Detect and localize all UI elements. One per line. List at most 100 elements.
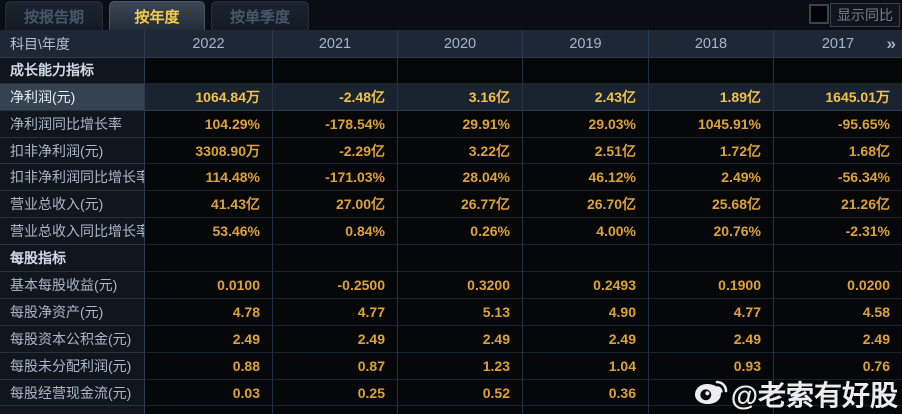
table-cell: 0.76	[774, 352, 902, 380]
table-cell: -178.54%	[273, 110, 398, 138]
show-yoy-button[interactable]: 显示同比	[830, 3, 900, 27]
table-cell: 29.03%	[523, 110, 649, 138]
table-cell: 1645.01万	[774, 83, 902, 111]
table-cell: -171.03%	[273, 164, 398, 192]
table-cell: 0.3200	[398, 272, 523, 299]
row-label: 扣非净利润(元)	[0, 137, 145, 165]
row-label: 营业总收入(元)	[0, 191, 145, 219]
table-cell: 0.52	[398, 379, 523, 407]
table-cell: 0.87	[273, 352, 398, 380]
table-cell: 26.77亿	[398, 191, 523, 219]
table-cell	[523, 56, 649, 84]
table-cell: 2.51亿	[523, 137, 649, 165]
table-cell: 46.12%	[523, 164, 649, 192]
column-header-2018: 2018	[649, 30, 774, 58]
table-cell	[398, 56, 523, 84]
table-cell: 1.68亿	[774, 137, 902, 165]
table-cell: 53.46%	[145, 218, 273, 246]
table-cell: 2.49	[649, 325, 774, 353]
row-label: 每股净资产(元)	[0, 298, 145, 326]
table-cell	[774, 245, 902, 273]
table-cell: -56.34%	[774, 164, 902, 192]
table-cell: 26.70亿	[523, 191, 649, 219]
table-cell: 1.72亿	[649, 137, 774, 165]
table-cell: 0.88	[145, 352, 273, 380]
table-cell: -95.65%	[774, 110, 902, 138]
table-cell: 1.89亿	[649, 83, 774, 111]
table-cell	[398, 406, 523, 414]
table-cell: 2.49	[398, 325, 523, 353]
row-label: 营业总收入同比增长率	[0, 218, 145, 246]
table-cell: -2.29亿	[273, 137, 398, 165]
table-cell	[398, 245, 523, 273]
tab-report-period[interactable]: 按报告期	[5, 1, 104, 30]
table-cell	[523, 406, 649, 414]
table-cell: 104.29%	[145, 110, 273, 138]
table-cell	[145, 56, 273, 84]
table-cell: 3308.90万	[145, 137, 273, 165]
row-label: 净利润同比增长率	[0, 110, 145, 138]
table-cell: 41.43亿	[145, 191, 273, 219]
table-cell: 4.78	[145, 298, 273, 326]
section-header-label: 每股指标	[0, 245, 145, 273]
column-header-2019: 2019	[523, 30, 649, 58]
table-cell: 1.23	[398, 352, 523, 380]
financial-table: 科目\年度 2022 2021 2020 2019 2018 2017» 成长能力指标 净利润(…	[0, 30, 902, 414]
table-cell: 1045.91%	[649, 110, 774, 138]
table-cell: 3.22亿	[398, 137, 523, 165]
table-cell: 0.0200	[774, 272, 902, 299]
table-cell	[774, 56, 902, 84]
row-label: 净利润(元)	[0, 83, 145, 111]
row-label: 每股经营现金流(元)	[0, 379, 145, 407]
table-cell: 27.00亿	[273, 191, 398, 219]
tab-bar: 按报告期 按年度 按单季度 显示同比	[0, 0, 902, 30]
table-cell	[649, 406, 774, 414]
table-cell	[145, 406, 273, 414]
table-cell: 0.36	[523, 379, 649, 407]
table-cell: 0.2493	[523, 272, 649, 299]
table-cell: 4.77	[649, 298, 774, 326]
row-label: 每股未分配利润(元)	[0, 352, 145, 380]
row-label: 基本每股收益(元)	[0, 272, 145, 299]
row-label: 扣非净利润同比增长率	[0, 164, 145, 192]
section-header-label: 成长能力指标	[0, 56, 145, 84]
column-header-2022: 2022	[145, 30, 273, 58]
table-cell: 1.04	[523, 352, 649, 380]
table-cell: 20.76%	[649, 218, 774, 246]
table-cell: 0.03	[145, 379, 273, 407]
table-cell: 2.49%	[649, 164, 774, 192]
table-cell: 5.13	[398, 298, 523, 326]
column-header-2020: 2020	[398, 30, 523, 58]
table-cell	[649, 245, 774, 273]
table-cell	[145, 245, 273, 273]
table-cell: 2.49	[273, 325, 398, 353]
table-cell: 0.0100	[145, 272, 273, 299]
row-label	[0, 406, 145, 414]
table-cell	[273, 245, 398, 273]
table-cell	[523, 245, 649, 273]
table-cell: 4.58	[774, 298, 902, 326]
table-cell	[273, 406, 398, 414]
tab-quarterly[interactable]: 按单季度	[211, 1, 310, 30]
table-cell: -2.48亿	[273, 83, 398, 111]
table-cell: 29.91%	[398, 110, 523, 138]
table-cell: 4.90	[523, 298, 649, 326]
table-cell: 2.43亿	[523, 83, 649, 111]
table-cell: 0.1900	[649, 272, 774, 299]
table-cell	[273, 56, 398, 84]
column-header-2021: 2021	[273, 30, 398, 58]
table-cell: 1064.84万	[145, 83, 273, 111]
more-years-icon[interactable]: »	[886, 33, 897, 53]
table-cell: 3.16亿	[398, 83, 523, 111]
column-header-2017: 2017»	[774, 30, 902, 58]
selected-column-indicator	[145, 57, 272, 58]
tab-annual[interactable]: 按年度	[109, 1, 206, 30]
show-yoy-label: 显示同比	[837, 7, 893, 23]
table-cell: 2.49	[523, 325, 649, 353]
table-cell: 114.48%	[145, 164, 273, 192]
table-cell: -2.31%	[774, 218, 902, 246]
table-cell: 28.04%	[398, 164, 523, 192]
show-yoy-checkbox[interactable]	[809, 4, 829, 24]
table-cell: 0.84%	[273, 218, 398, 246]
